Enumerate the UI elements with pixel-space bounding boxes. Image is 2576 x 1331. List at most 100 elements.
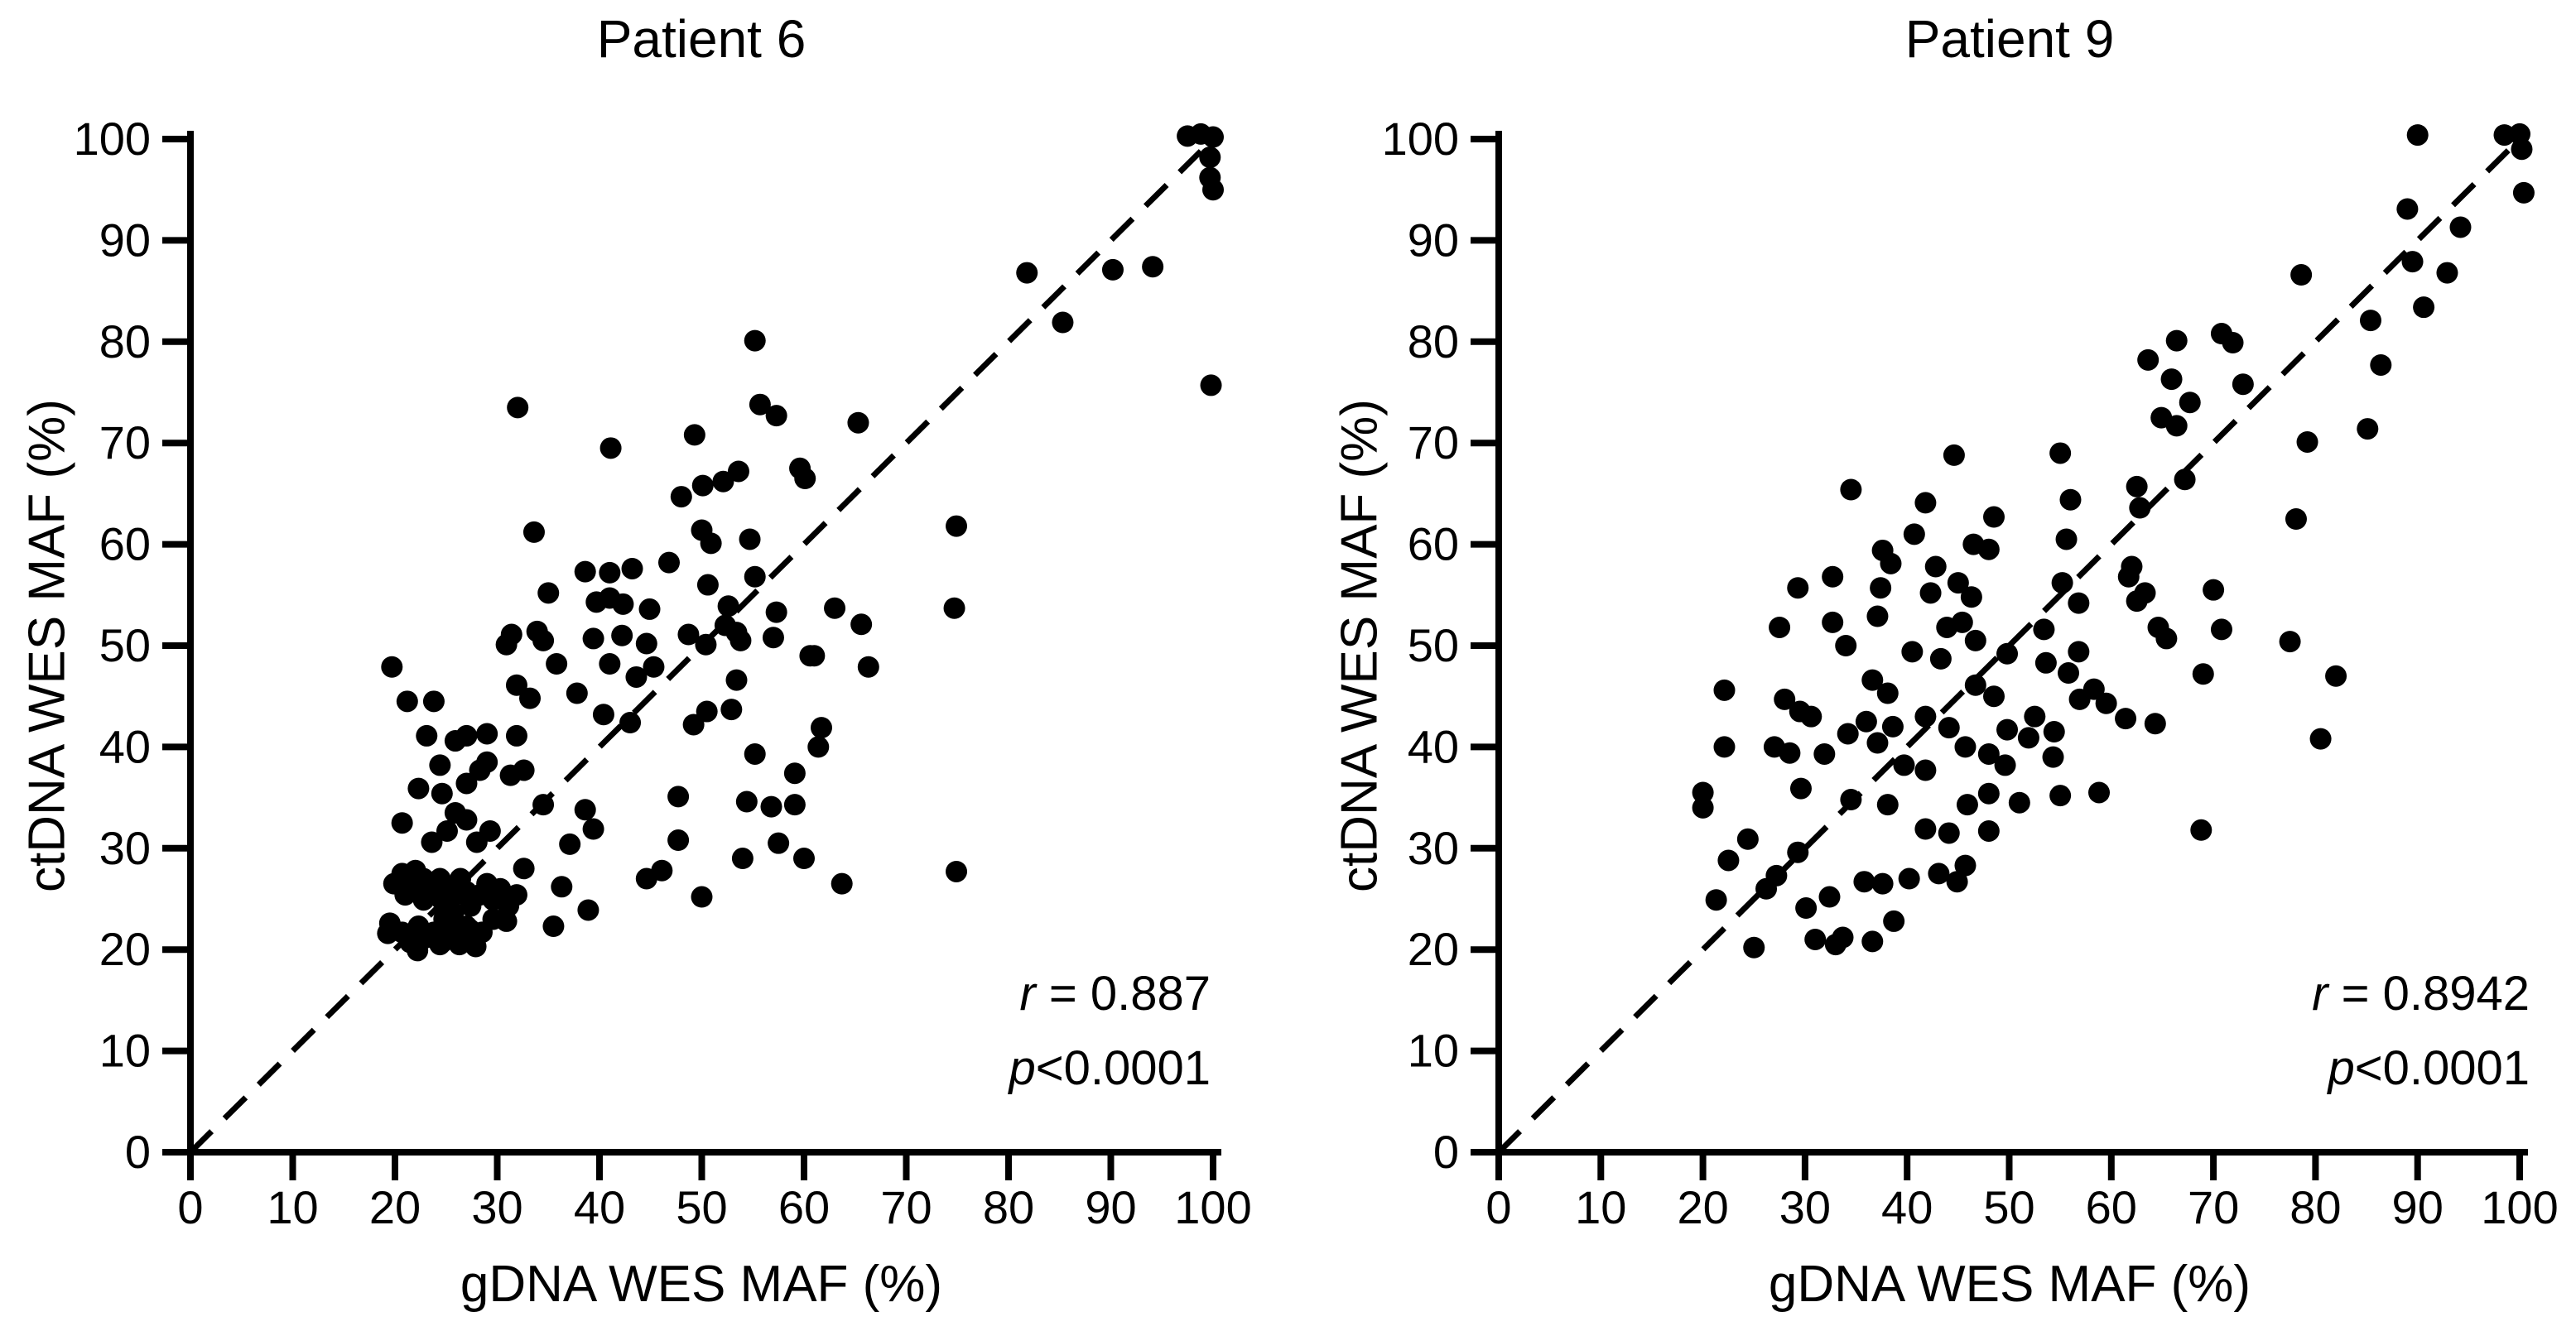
- data-point: [831, 872, 853, 895]
- data-point: [2034, 651, 2057, 674]
- data-point: [1983, 685, 2005, 708]
- data-point: [489, 877, 512, 900]
- data-point: [1960, 586, 1982, 608]
- y-tick-label: 40: [1408, 720, 1459, 772]
- r-value-left: r = 0.887: [1019, 967, 1211, 1021]
- data-point: [803, 645, 826, 667]
- data-point: [1769, 616, 1791, 638]
- data-point: [1914, 759, 1937, 781]
- data-point: [682, 714, 705, 736]
- y-tick-label: 60: [99, 518, 151, 570]
- plot-title-patient-6: Patient 6: [596, 9, 807, 69]
- y-tick-label: 60: [1408, 518, 1459, 570]
- data-point: [1202, 179, 1224, 201]
- data-point: [407, 939, 429, 962]
- data-point: [2160, 368, 2183, 391]
- data-point: [670, 486, 692, 508]
- data-point: [1142, 256, 1164, 278]
- data-point: [2359, 310, 2381, 332]
- data-point: [625, 666, 648, 688]
- data-point: [1840, 789, 1862, 811]
- x-tick-label: 40: [1881, 1181, 1933, 1233]
- data-point: [1717, 849, 1740, 872]
- data-point: [1964, 674, 1986, 696]
- data-point: [2055, 528, 2078, 550]
- data-point: [2049, 442, 2072, 464]
- x-tick-label: 40: [574, 1181, 625, 1233]
- data-point: [712, 470, 734, 493]
- data-point: [749, 393, 771, 416]
- x-tick-label: 10: [267, 1181, 318, 1233]
- data-point: [1947, 572, 1969, 594]
- data-point: [1713, 679, 1736, 701]
- data-point: [657, 551, 680, 574]
- data-point: [421, 831, 443, 853]
- data-point: [1977, 819, 2000, 842]
- data-point: [1871, 872, 1894, 895]
- data-point: [667, 786, 690, 808]
- data-point: [696, 574, 719, 596]
- data-point: [537, 582, 560, 604]
- y-tick-label: 20: [99, 923, 151, 975]
- data-point: [1795, 897, 1818, 920]
- data-point: [621, 557, 643, 579]
- data-point: [546, 653, 568, 675]
- data-point: [551, 876, 573, 898]
- y-tick-label: 20: [1408, 923, 1459, 975]
- data-point: [2042, 746, 2064, 768]
- data-point: [744, 565, 766, 588]
- data-point: [2203, 579, 2225, 601]
- data-point: [1929, 647, 1952, 670]
- data-point: [599, 561, 621, 584]
- data-point: [635, 632, 657, 655]
- data-point: [1903, 523, 1925, 545]
- y-tick-label: 50: [1408, 619, 1459, 671]
- tick-labels: 0 10 20 30 40 50 60 70 80 90 100 0 10 20 30 40 50 60 70 80 9…: [1382, 113, 2559, 1233]
- data-point: [2449, 216, 2472, 238]
- data-point: [2165, 329, 2188, 352]
- y-tick-label: 10: [1408, 1025, 1459, 1077]
- tick-labels: 0 10 20 30 40 50 60 70 80 90 100 0 10 20 30 40 50 60 70 80 9…: [74, 113, 1252, 1233]
- data-point: [847, 411, 869, 434]
- data-point: [2024, 705, 2046, 728]
- x-tick-label: 50: [1983, 1181, 2034, 1233]
- data-point: [695, 633, 717, 656]
- data-point: [2144, 713, 2166, 735]
- x-axis-label-left: gDNA WES MAF (%): [460, 1256, 943, 1313]
- data-point: [1765, 864, 1788, 887]
- stats-annotation-right: r = 0.8942 p<0.0001: [2312, 957, 2530, 1106]
- x-tick-label: 10: [1575, 1181, 1626, 1233]
- data-point: [2137, 348, 2160, 371]
- data-point: [391, 812, 413, 834]
- data-point: [1861, 930, 1884, 953]
- axes: [1495, 131, 2528, 1156]
- data-point: [2396, 198, 2419, 220]
- y-tick-label: 10: [99, 1025, 151, 1077]
- data-point: [1101, 258, 1124, 281]
- data-point: [507, 396, 529, 419]
- data-point: [760, 795, 782, 818]
- data-point: [1938, 822, 1960, 844]
- data-point: [505, 674, 527, 696]
- data-point: [1876, 794, 1899, 816]
- data-point: [381, 656, 403, 678]
- data-point: [2279, 631, 2301, 653]
- x-tick-label: 60: [2086, 1181, 2137, 1233]
- data-point: [700, 532, 722, 555]
- p-value-left: p<0.0001: [1009, 1041, 1211, 1095]
- data-point: [532, 629, 555, 651]
- y-tick-label: 100: [1382, 113, 1459, 165]
- data-point: [1943, 444, 1965, 466]
- data-point: [1016, 262, 1038, 284]
- data-point: [1853, 871, 1875, 893]
- data-point: [2017, 727, 2039, 749]
- data-point: [1787, 577, 1809, 599]
- data-point: [476, 723, 498, 745]
- x-tick-label: 70: [880, 1181, 932, 1233]
- data-point: [1787, 841, 1809, 863]
- data-point: [1977, 742, 2000, 765]
- data-point: [2043, 721, 2065, 743]
- data-point: [2401, 251, 2424, 273]
- data-point: [429, 754, 451, 776]
- data-point: [1928, 863, 1950, 885]
